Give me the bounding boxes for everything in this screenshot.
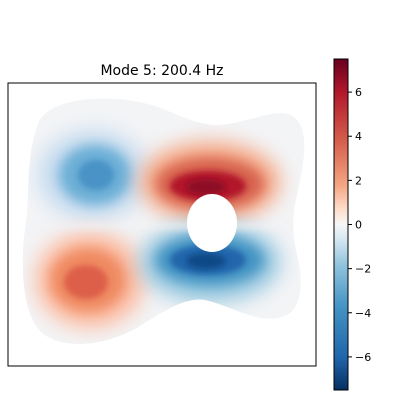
colorbar-tick-label: −2 [355, 263, 371, 276]
lobe-lower-right [140, 222, 280, 302]
colorbar-tick-label: 4 [355, 130, 362, 143]
lobe-upper-right [140, 142, 280, 222]
sound-hole [187, 194, 237, 252]
lobe-lower-left [35, 232, 145, 328]
mode-shape-field [22, 98, 305, 344]
plot-area [7, 82, 317, 367]
colorbar-gradient [334, 59, 348, 390]
colorbar-tick-label: −6 [355, 351, 371, 364]
colorbar: 6 4 2 0 −2 −4 −6 [333, 58, 371, 391]
colorbar-tick-label: −4 [355, 307, 371, 320]
colorbar-tick-label: 0 [355, 219, 362, 232]
colorbar-tick-label: 6 [355, 86, 362, 99]
colorbar-tick-label: 2 [355, 174, 362, 187]
colorbar-ticks: 6 4 2 0 −2 −4 −6 [348, 86, 371, 364]
plot-frame [7, 82, 317, 367]
nodal-line [30, 222, 305, 230]
chart-title: Mode 5: 200.4 Hz [100, 63, 223, 79]
lobe-upper-left [38, 130, 148, 220]
